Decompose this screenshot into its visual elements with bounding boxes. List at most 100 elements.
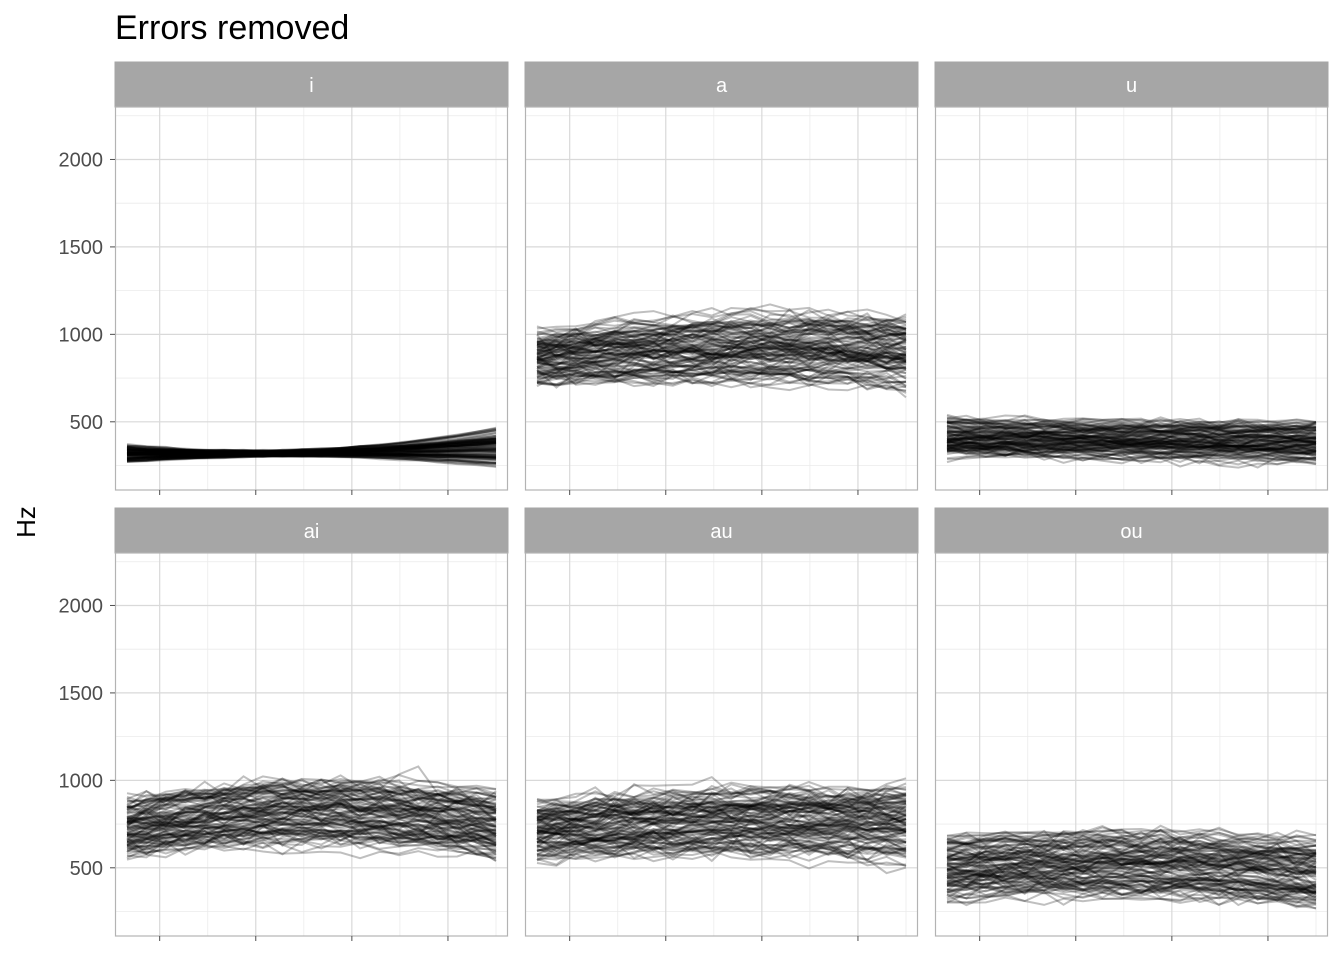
- track-line: [946, 417, 1317, 429]
- track-line: [536, 318, 907, 345]
- track-line: [946, 442, 1317, 452]
- track-line: [536, 336, 907, 354]
- track-line: [946, 837, 1317, 864]
- panel-border: [934, 106, 1329, 491]
- facet-panel-au: au: [524, 507, 919, 941]
- track-line: [536, 831, 907, 846]
- track-line: [536, 340, 907, 370]
- track-line: [126, 448, 497, 454]
- y-tick-label: 500: [70, 412, 103, 434]
- track-line: [946, 882, 1317, 910]
- track-line: [536, 334, 907, 362]
- track-line: [126, 455, 497, 468]
- track-line: [126, 441, 497, 455]
- track-line: [946, 445, 1317, 465]
- track-line: [126, 782, 497, 823]
- track-line: [536, 808, 907, 834]
- track-line: [536, 826, 907, 844]
- track-line: [126, 454, 497, 464]
- track-line: [126, 448, 497, 458]
- track-line: [536, 319, 907, 357]
- track-line: [126, 804, 497, 836]
- track-line: [536, 361, 907, 385]
- track-line: [946, 859, 1317, 876]
- track-line: [536, 368, 907, 399]
- track-line: [536, 804, 907, 823]
- track-line: [126, 802, 497, 853]
- track-line: [536, 340, 907, 374]
- track-line: [536, 831, 907, 860]
- track-line: [127, 445, 497, 456]
- track-line: [946, 828, 1317, 856]
- track-line: [946, 438, 1317, 460]
- track-line: [536, 365, 907, 383]
- track-line: [946, 829, 1317, 873]
- track-line: [126, 808, 497, 842]
- track-line: [536, 367, 907, 385]
- track-line: [946, 424, 1317, 441]
- track-line: [126, 821, 497, 853]
- track-line: [126, 801, 497, 828]
- track-line: [536, 320, 907, 352]
- track-line: [946, 415, 1317, 435]
- y-tick-label: 2000: [59, 149, 104, 171]
- track-line: [126, 765, 497, 814]
- track-line: [126, 797, 497, 828]
- y-axis-label: Hz: [11, 506, 41, 538]
- track-line: [536, 316, 907, 359]
- track-line: [126, 780, 497, 803]
- track-line: [946, 435, 1317, 452]
- track-line: [946, 425, 1317, 444]
- track-line: [946, 826, 1317, 861]
- track-line: [536, 775, 907, 810]
- track-line: [946, 422, 1317, 434]
- track-line: [126, 799, 497, 836]
- track-line: [946, 848, 1317, 874]
- track-line: [946, 839, 1317, 878]
- facet-strip: [114, 507, 509, 554]
- track-line: [946, 449, 1317, 461]
- track-line: [126, 797, 497, 828]
- track-line: [946, 435, 1317, 451]
- track-line: [126, 428, 497, 454]
- track-line: [126, 436, 497, 454]
- track-line: [536, 842, 907, 858]
- track-line: [946, 844, 1317, 862]
- track-line: [126, 442, 497, 453]
- track-line: [536, 806, 907, 826]
- track-line: [126, 452, 497, 460]
- track-line: [126, 784, 497, 815]
- track-line: [946, 854, 1317, 879]
- track-line: [946, 429, 1317, 444]
- track-line: [946, 430, 1317, 444]
- track-line: [126, 829, 497, 860]
- track-line: [126, 828, 497, 850]
- panel-border: [524, 552, 919, 937]
- track-line: [536, 339, 907, 362]
- track-line: [126, 453, 497, 460]
- track-line: [946, 449, 1317, 465]
- track-line: [946, 872, 1317, 894]
- track-line: [127, 820, 497, 849]
- track-line: [536, 353, 907, 380]
- track-line: [126, 833, 497, 858]
- track-line: [126, 819, 497, 834]
- track-line: [946, 445, 1316, 464]
- track-line: [946, 855, 1317, 876]
- track-line: [536, 830, 907, 861]
- track-line: [946, 856, 1317, 889]
- track-line: [536, 363, 907, 378]
- track-line: [946, 844, 1317, 870]
- track-line: [946, 875, 1317, 908]
- track-line: [946, 436, 1317, 454]
- track-line: [536, 350, 907, 367]
- track-line: [536, 345, 907, 367]
- track-line: [946, 430, 1317, 444]
- track-line: [126, 779, 497, 816]
- track-line: [536, 792, 907, 822]
- track-line: [126, 785, 497, 819]
- track-line: [536, 368, 907, 394]
- track-line: [946, 422, 1317, 444]
- track-line: [946, 852, 1317, 866]
